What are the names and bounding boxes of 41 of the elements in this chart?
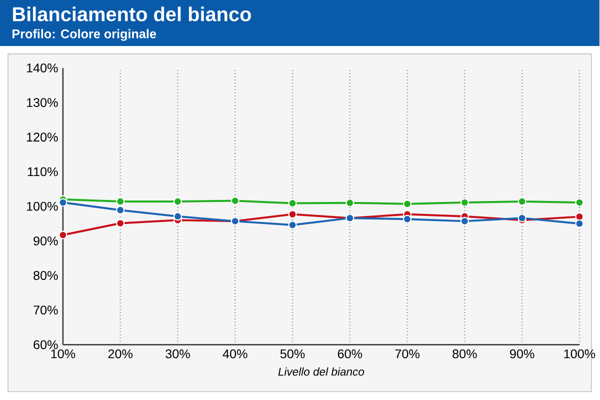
y-tick-label: 70% [34, 306, 58, 315]
x-tick-label: 100% [564, 350, 596, 358]
x-tick-label: 80% [452, 350, 477, 358]
point [288, 220, 297, 230]
point [346, 198, 354, 208]
point [116, 219, 125, 228]
point [116, 206, 125, 215]
x-tick-label: 20% [108, 350, 132, 358]
point [518, 197, 526, 206]
point [403, 215, 412, 224]
point [173, 212, 182, 221]
y-tick-label: 100% [26, 202, 58, 211]
x-tick-label: 40% [222, 350, 248, 358]
point [403, 200, 412, 208]
point [116, 197, 125, 206]
point [575, 198, 584, 207]
x-tick-label: 70% [395, 350, 420, 358]
point [288, 199, 297, 208]
point [173, 197, 182, 206]
point [58, 230, 68, 240]
y-tick-label: 140% [26, 64, 58, 73]
chart-subtitle: Profilo: Colore originale [12, 29, 156, 42]
y-tick-label: 90% [34, 236, 58, 246]
x-tick-label: 30% [166, 350, 190, 358]
y-tick-label: 80% [34, 271, 58, 280]
y-tick-label: 130% [26, 98, 58, 108]
y-tick-label: 110% [28, 167, 58, 176]
point [460, 217, 469, 226]
x-tick-label: 50% [280, 350, 305, 358]
y-tick-label: 60% [34, 340, 58, 350]
chart-title: Bilanciamento del bianco [13, 6, 251, 22]
point [575, 220, 584, 228]
x-tick-label: 10% [51, 350, 76, 358]
x-tick-label: 90% [510, 350, 534, 358]
x-tick-label: 60% [338, 350, 362, 358]
point [288, 210, 297, 219]
point [58, 198, 68, 207]
point [230, 196, 240, 206]
point [460, 198, 469, 207]
y-tick-label: 120% [26, 132, 58, 142]
x-axis-title: Livello del bianco [278, 368, 364, 376]
